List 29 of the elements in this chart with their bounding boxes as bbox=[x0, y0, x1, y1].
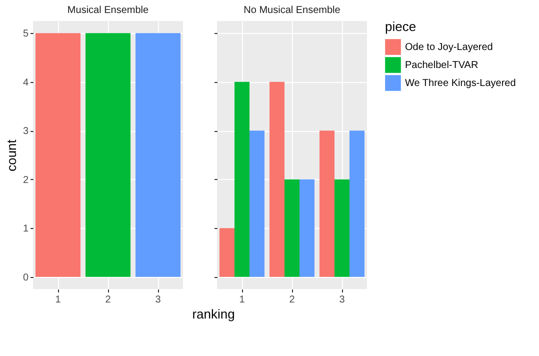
legend-label: We Three Kings-Layered bbox=[405, 78, 516, 89]
y-tick-label: 4 bbox=[22, 77, 29, 88]
bar bbox=[350, 130, 364, 277]
legend-label: Pachelbel-TVAR bbox=[405, 60, 478, 71]
bar bbox=[284, 179, 300, 277]
y-tick-label: 3 bbox=[22, 126, 29, 138]
chart-title: Musical Ensemble bbox=[67, 5, 150, 16]
bar bbox=[300, 179, 314, 277]
x-tick-label: 3 bbox=[155, 294, 162, 306]
x-axis-title: ranking bbox=[192, 306, 235, 322]
chart-title: No Musical Ensemble bbox=[244, 5, 341, 16]
bar bbox=[250, 130, 264, 277]
bar bbox=[234, 82, 250, 277]
bar bbox=[334, 179, 350, 277]
x-tick-label: 1 bbox=[55, 294, 62, 306]
y-tick-label: 0 bbox=[22, 272, 29, 284]
bar bbox=[270, 82, 284, 277]
bar bbox=[220, 228, 234, 277]
legend-title: piece bbox=[385, 19, 416, 34]
x-tick-label: 3 bbox=[339, 294, 346, 306]
bar bbox=[320, 130, 334, 277]
x-tick-label: 1 bbox=[239, 294, 246, 306]
x-tick-label: 2 bbox=[105, 294, 112, 306]
y-tick-label: 5 bbox=[22, 28, 29, 40]
legend-label: Ode to Joy-Layered bbox=[405, 42, 493, 53]
x-tick-label: 2 bbox=[289, 294, 296, 306]
y-tick-label: 2 bbox=[22, 174, 29, 186]
y-tick-label: 1 bbox=[22, 224, 29, 235]
y-axis-title: count bbox=[4, 139, 19, 172]
